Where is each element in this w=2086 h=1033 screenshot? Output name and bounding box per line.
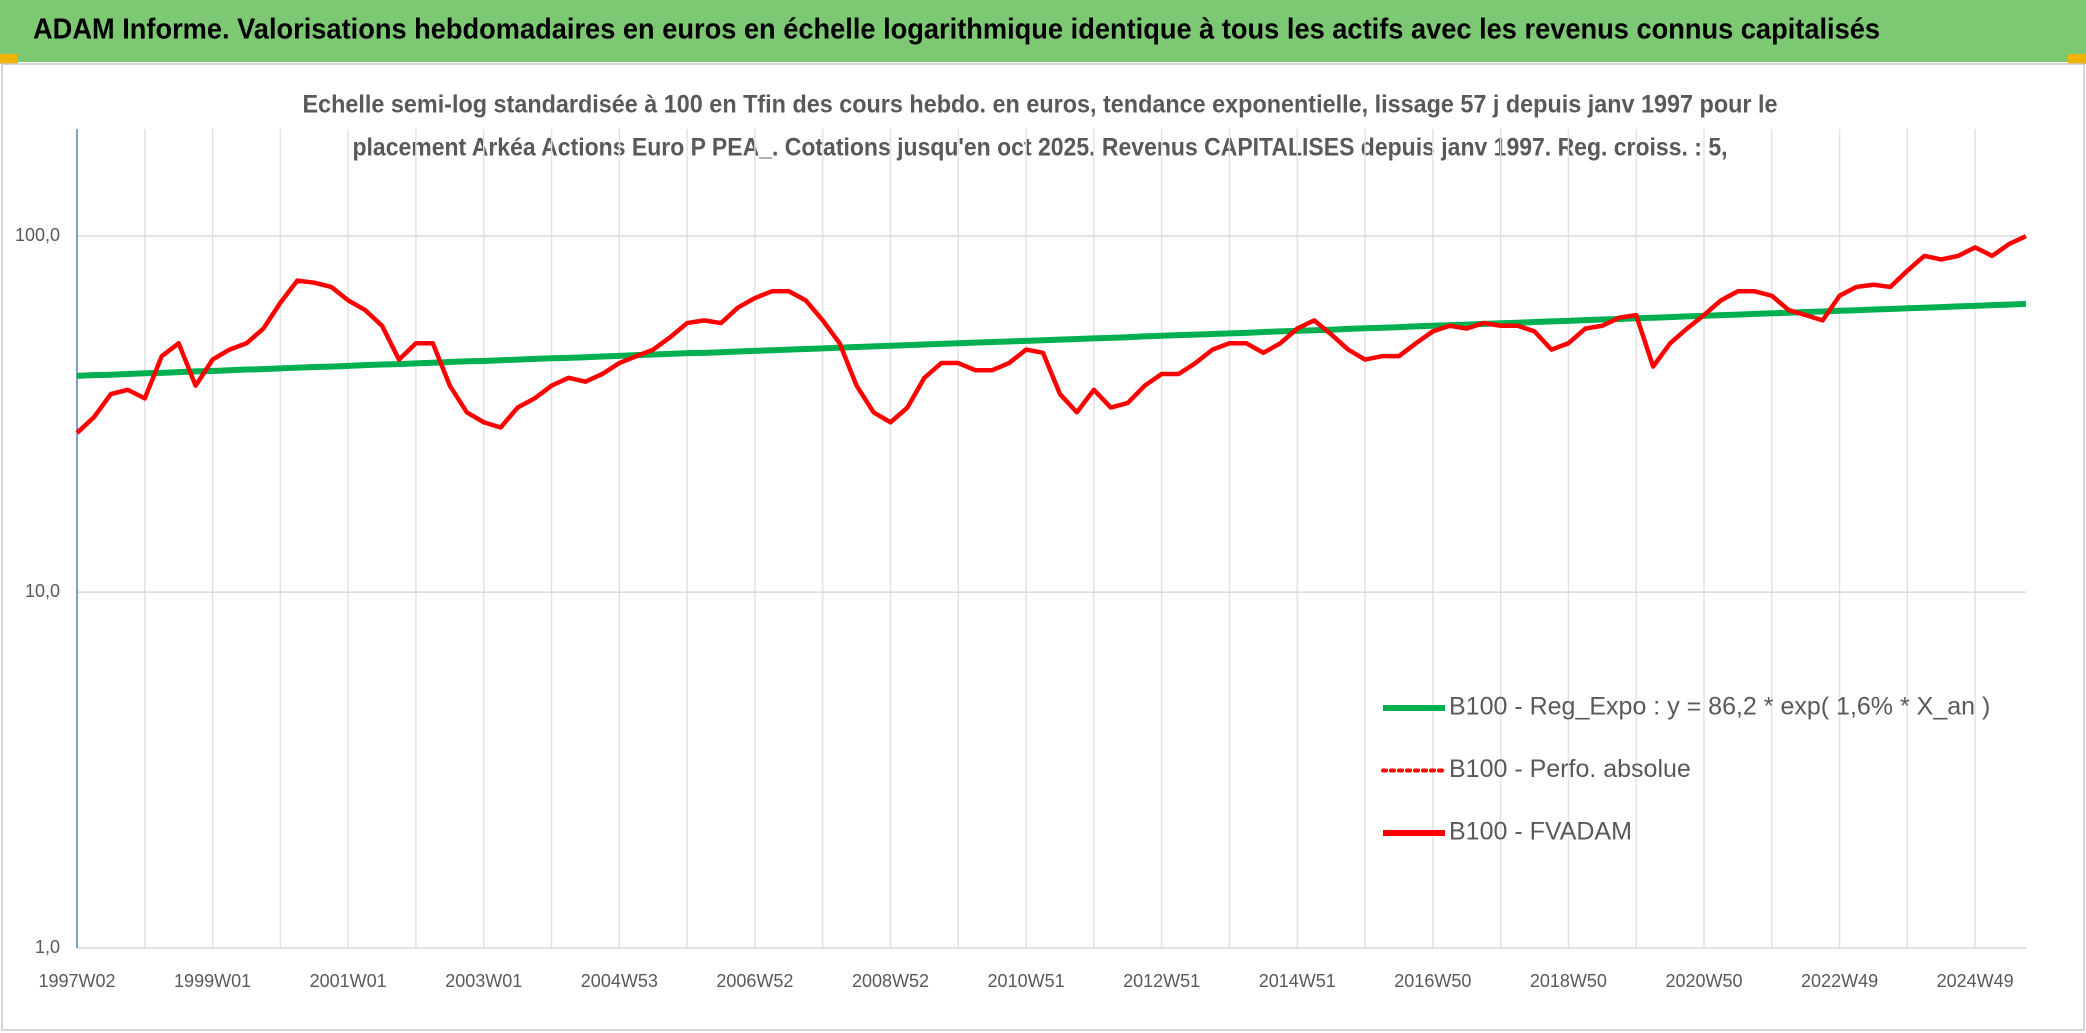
x-tick-label: 2022W49	[1801, 971, 1878, 991]
x-tick-label: 2010W51	[988, 971, 1065, 991]
x-tick-label: 1999W01	[174, 971, 251, 991]
x-tick-label: 2018W50	[1530, 971, 1607, 991]
y-tick-label: 100,0	[15, 225, 60, 245]
x-tick-label: 2006W52	[716, 971, 793, 991]
x-tick-label: 2008W52	[852, 971, 929, 991]
x-tick-label: 2003W01	[445, 971, 522, 991]
x-tick-label: 2014W51	[1259, 971, 1336, 991]
corner-mark	[0, 54, 18, 64]
corner-mark	[2068, 54, 2086, 64]
chart-title: ADAM Informe. Valorisations hebdomadaire…	[33, 14, 1880, 46]
legend-label: B100 - Perfo. absolue	[1449, 755, 1691, 783]
x-tick-label: 2012W51	[1123, 971, 1200, 991]
x-tick-label: 2001W01	[310, 971, 387, 991]
chart-frame	[1, 63, 2085, 1031]
x-tick-label: 2016W50	[1394, 971, 1471, 991]
y-tick-label: 1,0	[35, 937, 60, 957]
header-bar	[0, 0, 2086, 62]
chart-subtitle: placement Arkéa Actions Euro P PEA_. Cot…	[353, 134, 1728, 162]
x-tick-label: 2020W50	[1665, 971, 1742, 991]
legend-label: B100 - FVADAM	[1449, 818, 1632, 846]
data-line	[75, 234, 2027, 435]
y-tick-label: 10,0	[25, 581, 60, 601]
x-tick-label: 2004W53	[581, 971, 658, 991]
chart-subtitle: Echelle semi-log standardisée à 100 en T…	[303, 91, 1778, 119]
x-tick-label: 1997W02	[38, 971, 115, 991]
x-tick-label: 2024W49	[1937, 971, 2014, 991]
legend-label: B100 - Reg_Expo : y = 86,2 * exp( 1,6% *…	[1449, 693, 1990, 721]
